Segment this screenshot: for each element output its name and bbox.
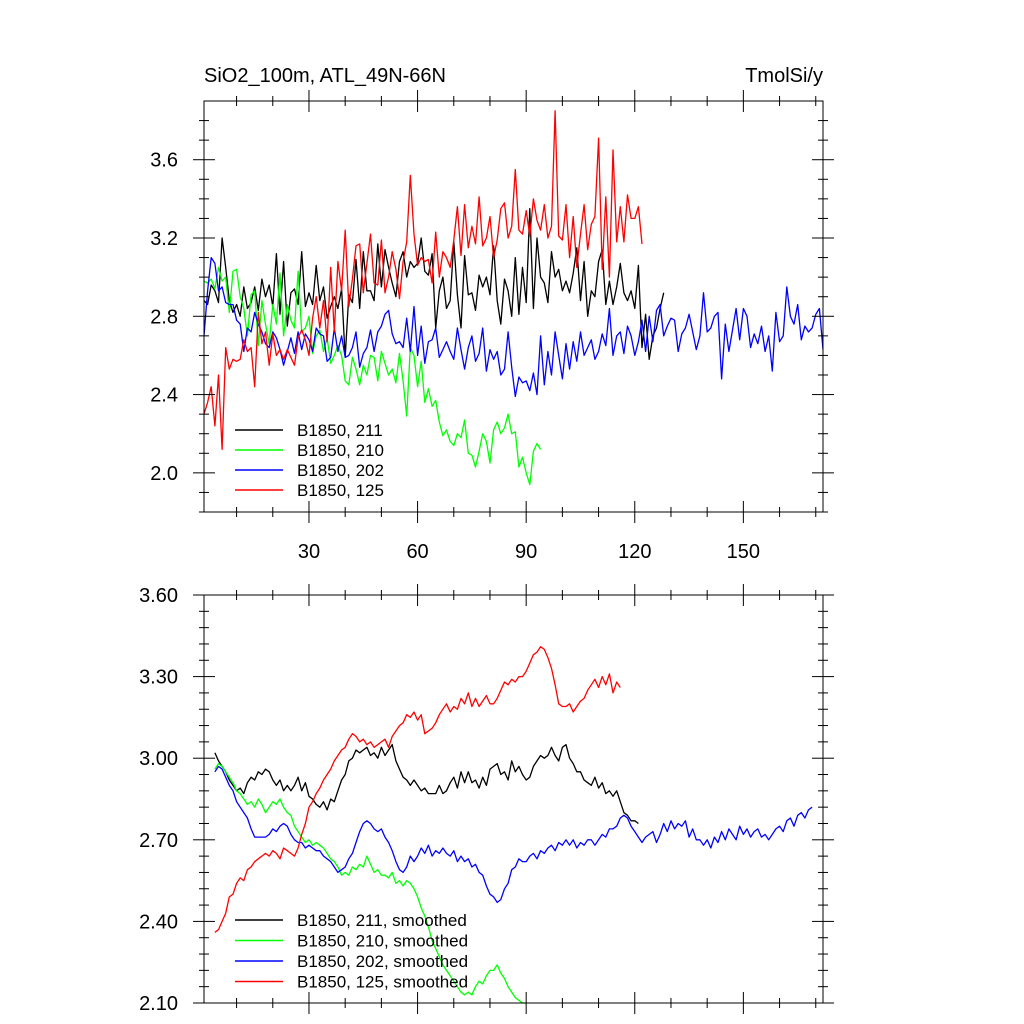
top-legend-label-b1850-125: B1850, 125 (297, 481, 384, 500)
bottom-legend-label-b1850-211-smoothed: B1850, 211, smoothed (297, 911, 467, 930)
top-ytick-label: 2.4 (150, 385, 178, 407)
top-xtick-label: 60 (406, 541, 428, 563)
bottom-legend-label-b1850-210-smoothed: B1850, 210, smoothed (297, 932, 468, 951)
top-axis-ticks (193, 90, 834, 523)
top-series-line-b1850-211 (204, 207, 665, 360)
bottom-ytick-label: 3.00 (139, 748, 178, 770)
top-legend-label-b1850-202: B1850, 202 (297, 461, 384, 480)
bottom-ytick-label: 2.70 (139, 830, 178, 852)
top-plot-frame (203, 100, 824, 513)
bottom-series-line-b1850-211-smoothed (214, 743, 639, 825)
top-ytick-label: 2.8 (150, 306, 178, 328)
top-series-group (204, 110, 823, 486)
bottom-legend: B1850, 211, smoothed B1850, 210, smoothed… (235, 911, 468, 992)
top-legend-label-b1850-211: B1850, 211 (297, 421, 383, 440)
bottom-chart-panel: 2.10 2.40 2.70 3.00 3.30 3.60 B1850, 211, smoo… (139, 584, 834, 1015)
top-series-line-b1850-202 (204, 256, 823, 398)
top-xtick-label: 30 (298, 541, 320, 563)
bottom-ytick-label: 3.60 (139, 585, 178, 607)
top-legend-label-b1850-210: B1850, 210 (297, 441, 384, 460)
bottom-axis-ticks (193, 584, 834, 1014)
top-chart-title-right: TmolSi/y (745, 65, 823, 87)
bottom-series-line-b1850-125-smoothed (214, 646, 621, 933)
top-ytick-label: 3.2 (150, 228, 178, 250)
bottom-legend-label-b1850-125-smoothed: B1850, 125, smoothed (297, 973, 468, 992)
bottom-series-group (214, 646, 813, 1004)
bottom-series-line-b1850-210-smoothed (214, 762, 527, 1004)
bottom-plot-frame (203, 594, 824, 1004)
bottom-legend-label-b1850-202-smoothed: B1850, 202, smoothed (297, 952, 468, 971)
top-ytick-label: 3.6 (150, 150, 178, 172)
bottom-series-line-b1850-202-smoothed (214, 765, 813, 904)
top-xtick-label: 150 (727, 541, 760, 563)
top-xtick-label: 90 (515, 541, 537, 563)
top-chart-title-left: SiO2_100m, ATL_49N-66N (204, 65, 446, 87)
top-chart-panel: SiO2_100m, ATL_49N-66N TmolSi/y 2.0 2.4 2.… (150, 65, 834, 563)
top-ytick-label: 2.0 (150, 463, 178, 485)
bottom-ytick-label: 2.10 (139, 993, 178, 1015)
bottom-ytick-label: 2.40 (139, 911, 178, 933)
top-series-line-b1850-125 (204, 110, 643, 451)
top-xtick-label: 120 (618, 541, 651, 563)
bottom-ytick-label: 3.30 (139, 667, 178, 689)
